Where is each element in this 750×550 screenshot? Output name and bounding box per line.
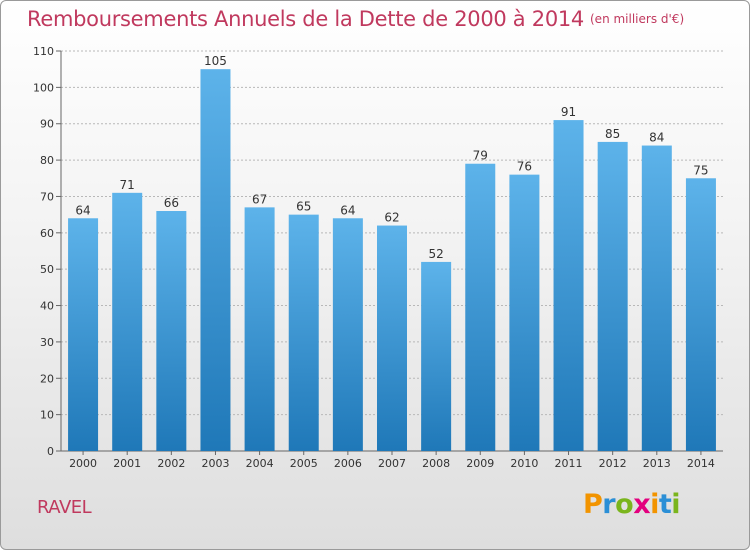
x-tick-label-2007: 2007 [378, 457, 406, 470]
x-tick-label-2014: 2014 [687, 457, 715, 470]
y-tick-label: 60 [40, 227, 54, 240]
chart-title-text: Remboursements Annuels de la Dette de 20… [27, 7, 584, 31]
data-label-2011: 91 [561, 105, 576, 119]
commune-name: RAVEL [37, 497, 92, 518]
data-label-2008: 52 [428, 247, 443, 261]
bar-2000 [68, 218, 99, 451]
bar-2004 [244, 207, 275, 451]
logo-letter: i [650, 489, 659, 520]
data-label-2013: 84 [649, 131, 664, 145]
bar-2010 [509, 174, 540, 452]
data-label-2005: 65 [296, 200, 311, 214]
y-tick-label: 110 [33, 45, 54, 58]
x-tick-label-2006: 2006 [334, 457, 362, 470]
bar-2014 [685, 178, 716, 452]
y-tick-label: 90 [40, 118, 54, 131]
logo-letter: P [583, 489, 603, 520]
data-label-2001: 71 [120, 178, 135, 192]
data-label-2003: 105 [204, 54, 227, 68]
y-tick-label: 100 [33, 81, 54, 94]
proxiti-logo: Proxiti [583, 489, 681, 520]
bar-2006 [332, 218, 363, 451]
data-label-2009: 79 [473, 149, 488, 163]
y-tick-label: 0 [47, 445, 54, 458]
x-tick-label-2004: 2004 [246, 457, 274, 470]
x-tick-label-2013: 2013 [643, 457, 671, 470]
x-tick-label-2001: 2001 [113, 457, 141, 470]
x-tick-label-2002: 2002 [157, 457, 185, 470]
bars [68, 69, 716, 452]
data-label-2012: 85 [605, 127, 620, 141]
data-label-2000: 64 [75, 203, 90, 217]
data-label-2014: 75 [693, 163, 708, 177]
x-tick-label-2009: 2009 [466, 457, 494, 470]
y-tick-label: 80 [40, 154, 54, 167]
x-tick-label-2012: 2012 [599, 457, 627, 470]
labels: 2000 64 2001 71 2002 66 2003 105 2004 67 2005 65 200… [69, 54, 715, 470]
logo-letter: o [615, 489, 634, 520]
data-label-2002: 66 [164, 196, 179, 210]
y-tick-label: 50 [40, 263, 54, 276]
x-tick-label-2011: 2011 [555, 457, 583, 470]
chart-title: Remboursements Annuels de la Dette de 20… [27, 7, 684, 31]
y-tick-label: 20 [40, 372, 54, 385]
x-tick-label-2000: 2000 [69, 457, 97, 470]
data-label-2007: 62 [384, 211, 399, 225]
bar-2005 [288, 214, 319, 451]
bar-2002 [156, 211, 187, 451]
y-tick-label: 30 [40, 336, 54, 349]
bar-2009 [465, 163, 496, 451]
bar-2008 [421, 261, 452, 451]
bar-2013 [641, 145, 672, 451]
x-tick-label-2003: 2003 [201, 457, 229, 470]
data-label-2004: 67 [252, 192, 267, 206]
bar-2007 [377, 225, 407, 451]
y-tick-label: 70 [40, 190, 54, 203]
bar-2001 [112, 192, 143, 451]
x-tick-label-2010: 2010 [510, 457, 538, 470]
chart-unit: (en milliers d'€) [590, 12, 685, 26]
logo-letter: t [658, 489, 672, 520]
y-tick-label: 10 [40, 409, 54, 422]
logo-letter: x [633, 489, 651, 520]
y-tick-label: 40 [40, 300, 54, 313]
x-tick-label-2008: 2008 [422, 457, 450, 470]
logo-letter: i [671, 489, 681, 520]
data-label-2006: 64 [340, 203, 355, 217]
bar-2011 [553, 120, 584, 451]
x-tick-label-2005: 2005 [290, 457, 318, 470]
bar-2003 [200, 69, 231, 451]
logo-letter: r [602, 489, 616, 520]
bar-2012 [597, 141, 628, 451]
data-label-2010: 76 [517, 160, 532, 174]
